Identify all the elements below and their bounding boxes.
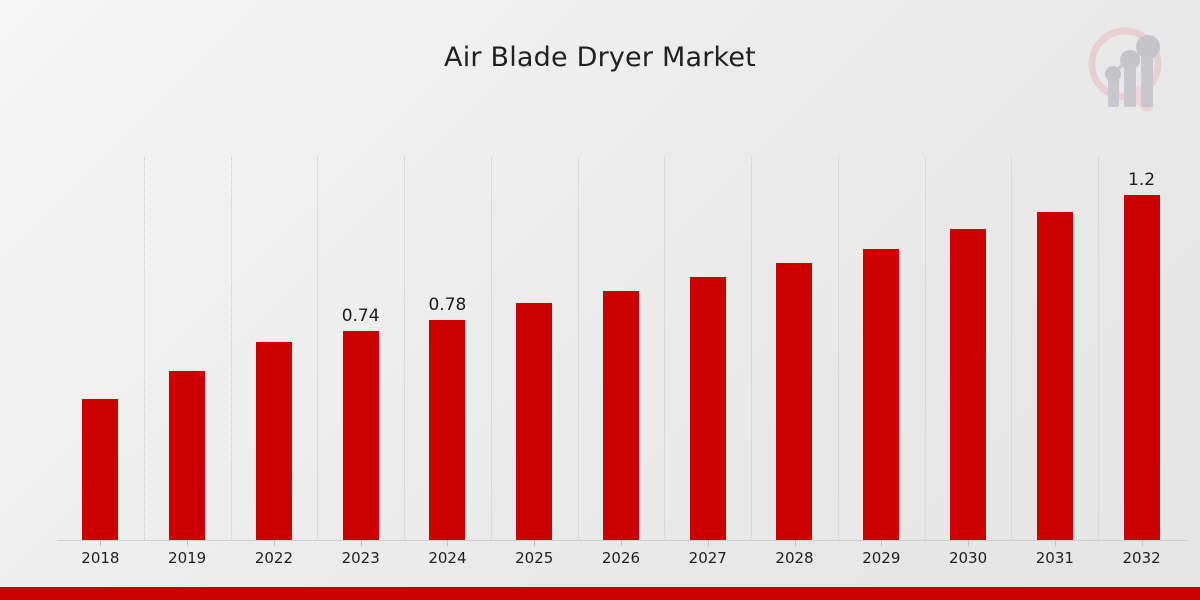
x-tick-label-2023: 2023 <box>341 549 380 567</box>
gridline <box>317 157 319 540</box>
bar-2019[interactable] <box>168 369 207 540</box>
x-tick <box>1141 540 1143 546</box>
x-tick <box>534 540 536 546</box>
x-tick <box>1054 540 1056 546</box>
trend-dot-icon <box>1120 50 1140 70</box>
bar-slot <box>664 157 751 540</box>
bar-slot <box>491 157 578 540</box>
bar-value-label-2024: 0.78 <box>428 294 467 315</box>
logo-svg <box>1088 27 1162 112</box>
bar-large-icon <box>1141 48 1153 107</box>
x-tick <box>881 540 883 546</box>
bar-slot: 0.74 <box>317 157 404 540</box>
page-title: Air Blade Dryer Market <box>444 42 756 73</box>
gridline <box>924 157 926 540</box>
gridline <box>837 157 839 540</box>
bar-slot <box>578 157 665 540</box>
bar-2026[interactable] <box>601 290 640 540</box>
bar-2023[interactable] <box>341 330 380 540</box>
bar-2028[interactable] <box>775 261 814 540</box>
x-tick-label-2022: 2022 <box>254 549 293 567</box>
bar-2030[interactable] <box>949 227 988 540</box>
bar-2022[interactable] <box>254 341 293 540</box>
x-tick <box>100 540 102 546</box>
bar-small-icon <box>1108 74 1119 107</box>
trend-dot-icon <box>1136 35 1160 59</box>
gridline <box>1011 157 1013 540</box>
trend-dot-icon <box>1105 66 1121 82</box>
bar-slot <box>1011 157 1098 540</box>
gridline <box>404 157 406 540</box>
gridline <box>1098 157 1100 540</box>
x-tick-label-2030: 2030 <box>948 549 988 567</box>
x-tick <box>794 540 796 546</box>
gridline <box>751 157 753 540</box>
x-tick-label-2024: 2024 <box>428 549 467 567</box>
x-tick-label-2018: 2018 <box>81 549 120 567</box>
bar-2025[interactable] <box>515 301 554 540</box>
x-tick <box>273 540 275 546</box>
bar-2032[interactable] <box>1122 193 1161 540</box>
x-tick <box>447 540 449 546</box>
bar-slot <box>751 157 838 540</box>
gridline <box>664 157 666 540</box>
bar-slot <box>925 157 1012 540</box>
bar-2024[interactable] <box>428 318 467 540</box>
bar-2029[interactable] <box>862 247 901 540</box>
bar-slot <box>231 157 318 540</box>
bar-medium-icon <box>1124 60 1136 107</box>
x-tick-label-2032: 2032 <box>1122 549 1161 567</box>
bar-slot <box>144 157 231 540</box>
x-tick-label-2031: 2031 <box>1035 549 1074 567</box>
x-axis-line <box>57 540 1187 541</box>
bar-2031[interactable] <box>1035 210 1074 540</box>
bar-slot <box>838 157 925 540</box>
x-tick <box>187 540 189 546</box>
x-tick <box>707 540 709 546</box>
bar-value-label-2023: 0.74 <box>341 306 380 327</box>
gridline <box>143 157 145 540</box>
bar-slot: 0.78 <box>404 157 491 540</box>
x-tick-label-2027: 2027 <box>688 549 727 567</box>
x-tick <box>621 540 622 546</box>
y-axis-title-wrap: Market Value in USD Billion <box>0 150 40 550</box>
bar-slot: 1.2 <box>1098 157 1185 540</box>
x-tick-label-2029: 2029 <box>862 549 901 567</box>
bar-value-label-2032: 1.2 <box>1128 169 1156 190</box>
gridline <box>490 157 492 540</box>
bar-2018[interactable] <box>81 398 120 540</box>
footer-band <box>0 587 1200 600</box>
plot-area: 0.74 0.78 1.2 <box>57 157 1185 540</box>
gridline <box>230 157 232 540</box>
x-tick-label-2019: 2019 <box>168 549 207 567</box>
market-research-magnifier-logo <box>1082 22 1178 118</box>
x-tick <box>360 540 362 546</box>
x-tick-label-2028: 2028 <box>775 549 814 567</box>
x-tick-label-2025: 2025 <box>515 549 554 567</box>
x-tick <box>968 540 970 546</box>
bar-slot <box>57 157 144 540</box>
x-tick-label-2026: 2026 <box>601 549 641 567</box>
bar-2027[interactable] <box>688 276 727 540</box>
gridline <box>577 157 579 540</box>
